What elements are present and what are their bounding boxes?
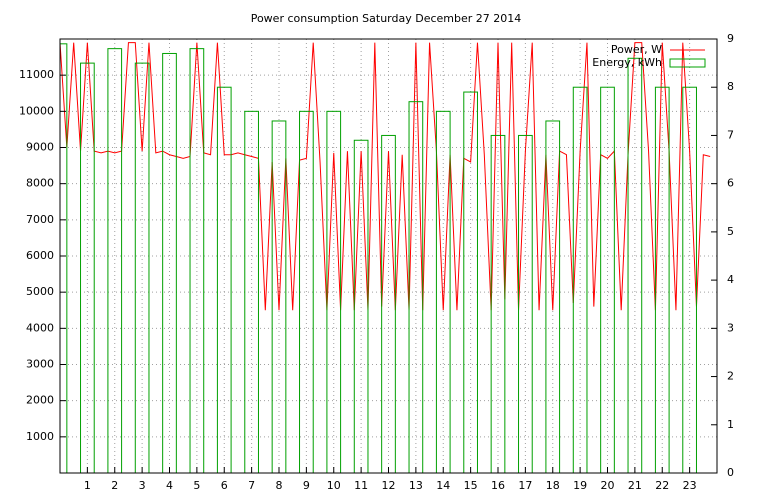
x-tick-label: 7 [248, 479, 255, 492]
y2-tick-label: 9 [727, 32, 734, 45]
y-tick-label: 7000 [26, 213, 54, 226]
x-tick-label: 16 [491, 479, 505, 492]
x-tick-label: 6 [221, 479, 228, 492]
axes: 1000 2000 3000 4000 5000 6000 7000 8000 9000 1000… [19, 32, 734, 492]
y-tick-label: 5000 [26, 285, 54, 298]
x-tick-label: 2 [111, 479, 118, 492]
x-tick-label: 5 [193, 479, 200, 492]
x-tick-label: 13 [409, 479, 423, 492]
y-tick-label: 3000 [26, 358, 54, 371]
x-tick-label: 3 [139, 479, 146, 492]
x-tick-label: 18 [546, 479, 560, 492]
legend-swatch [669, 58, 706, 68]
energy-bar [299, 110, 314, 473]
energy-bar [518, 134, 533, 473]
x-tick-label: 8 [276, 479, 283, 492]
x-tick-label: 14 [436, 479, 450, 492]
x-tick-label: 19 [573, 479, 587, 492]
energy-bar [545, 120, 561, 473]
y-tick-label: 8000 [26, 177, 54, 190]
x-tick-label: 9 [303, 479, 310, 492]
y2-tick-label: 1 [727, 418, 734, 431]
y2-tick-label: 3 [727, 321, 734, 334]
x-tick-label: 23 [683, 479, 697, 492]
y-tick-label: 6000 [26, 249, 54, 262]
y2-tick-label: 5 [727, 225, 734, 238]
x-tick-label: 22 [655, 479, 669, 492]
energy-bar [381, 134, 396, 473]
y-tick-label: 11000 [19, 68, 54, 81]
y2-tick-label: 4 [727, 273, 734, 286]
energy-bar [107, 48, 123, 473]
energy-bar [271, 120, 287, 473]
x-tick-label: 10 [327, 479, 341, 492]
y2-tick-label: 6 [727, 177, 734, 190]
x-tick-label: 21 [628, 479, 642, 492]
plot-area [60, 42, 711, 473]
energy-bar [463, 91, 478, 473]
power-line [60, 42, 711, 311]
x-tick-label: 1 [84, 479, 91, 492]
legend-label: Energy, kWh [592, 56, 662, 69]
energy-bar [490, 134, 506, 473]
y2-tick-label: 7 [727, 128, 734, 141]
x-tick-label: 15 [464, 479, 478, 492]
x-tick-label: 20 [601, 479, 615, 492]
x-tick-label: 12 [382, 479, 396, 492]
y-tick-label: 10000 [19, 104, 54, 117]
y2-tick-label: 0 [727, 466, 734, 479]
energy-bar [353, 139, 369, 473]
y-tick-label: 1000 [26, 430, 54, 443]
energy-bar [60, 43, 68, 473]
legend-label: Power, W [611, 43, 662, 56]
x-tick-label: 17 [518, 479, 532, 492]
chart-title: Power consumption Saturday December 27 2… [251, 12, 522, 25]
y2-tick-label: 8 [727, 80, 734, 93]
y2-tick-label: 2 [727, 370, 734, 383]
y-tick-label: 9000 [26, 141, 54, 154]
energy-bar [189, 48, 205, 473]
x-tick-label: 4 [166, 479, 173, 492]
x-tick-label: 11 [354, 479, 368, 492]
y-tick-label: 2000 [26, 394, 54, 407]
y-tick-label: 4000 [26, 321, 54, 334]
energy-bar [627, 57, 643, 473]
